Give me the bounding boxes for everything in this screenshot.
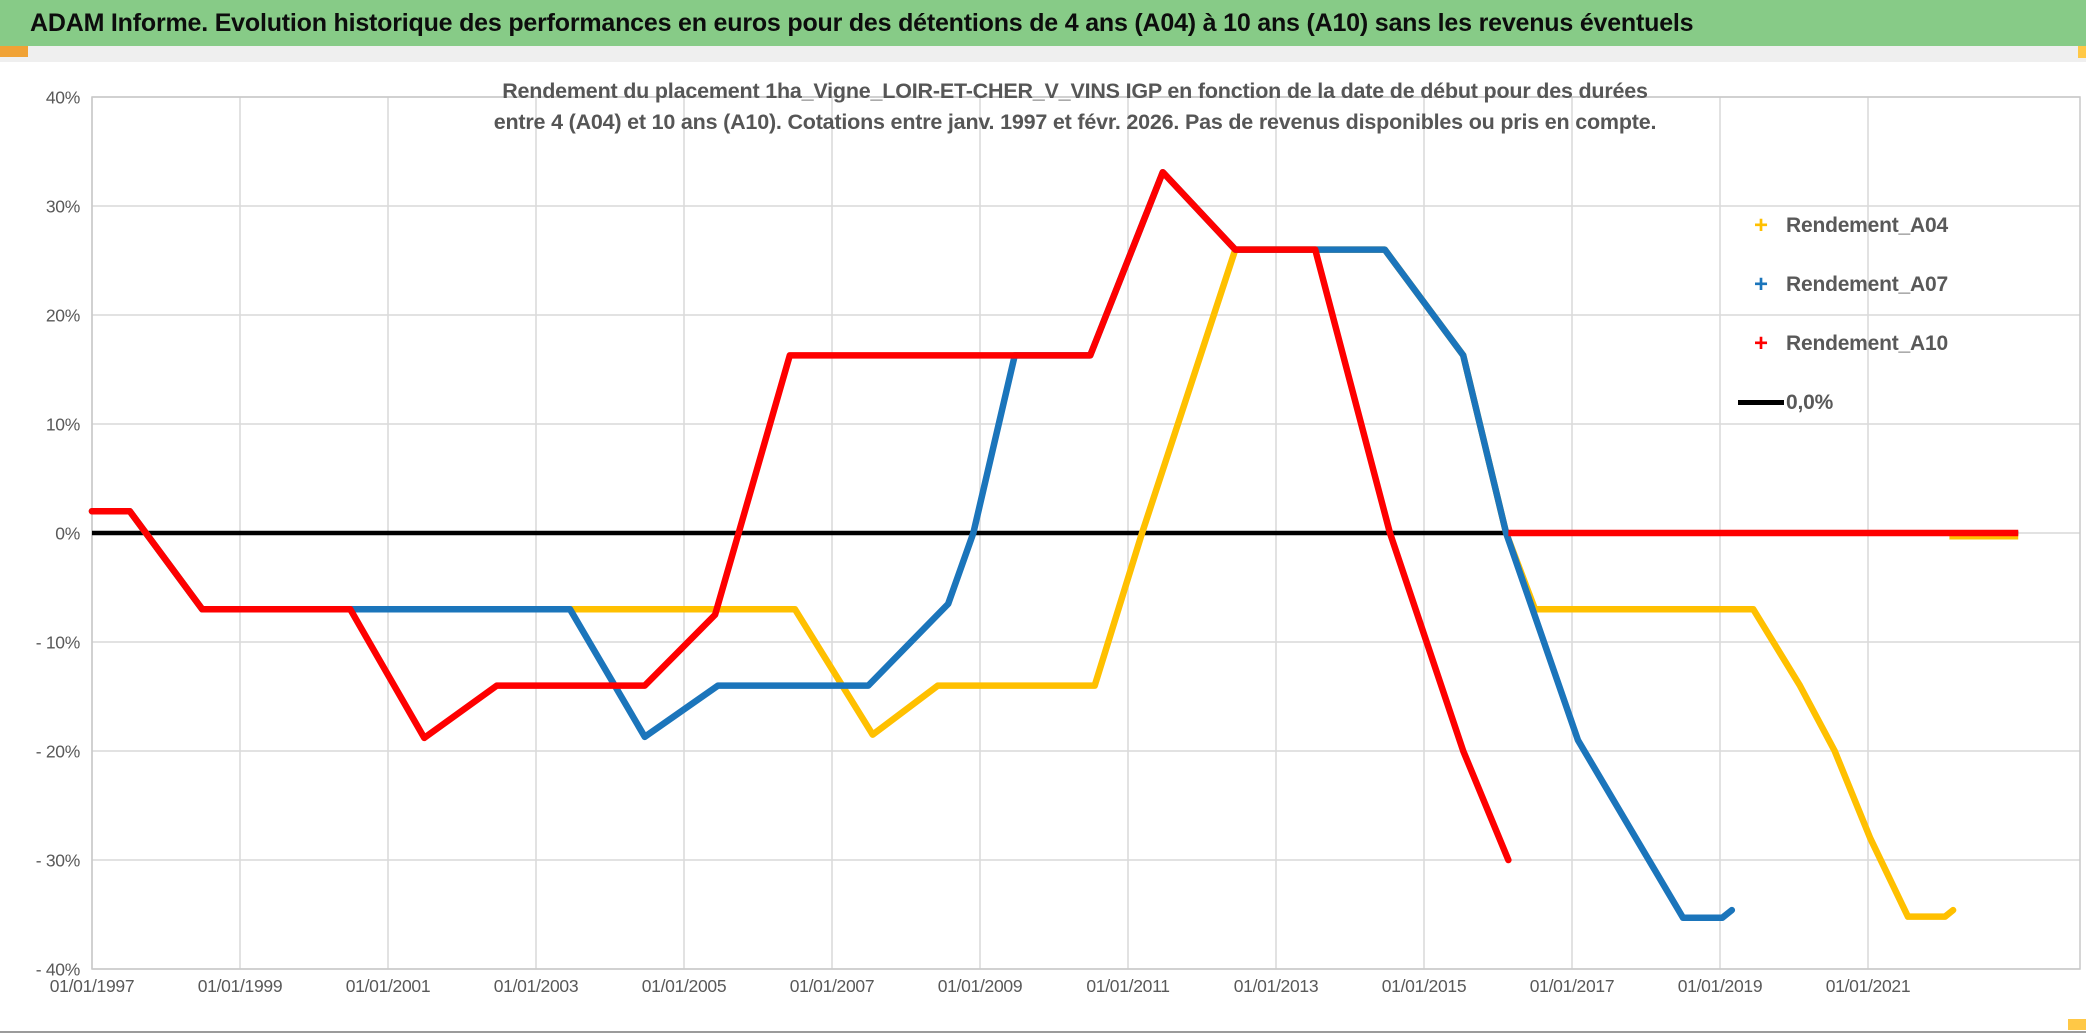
legend-item-Rendement-A07: + Rendement_A07: [1736, 255, 2066, 314]
y-axis-label--20: - 20%: [36, 742, 80, 762]
x-axis-label-01/01/2007: 01/01/2007: [790, 976, 875, 996]
y-axis-label--10: - 10%: [36, 633, 80, 653]
page-title: ADAM Informe. Evolution historique des p…: [30, 8, 1694, 37]
y-axis-label-30: 30%: [46, 197, 80, 217]
x-axis-label-01/01/2003: 01/01/2003: [494, 976, 579, 996]
legend-plus-marker-icon: +: [1736, 211, 1786, 239]
header-bar: ADAM Informe. Evolution historique des p…: [0, 0, 2086, 46]
x-axis-label-01/01/2009: 01/01/2009: [938, 976, 1023, 996]
legend-label: Rendement_A10: [1786, 331, 1948, 355]
legend-item-Rendement-A04: + Rendement_A04: [1736, 196, 2066, 255]
legend-item-0-0-: 0,0%: [1736, 373, 2066, 432]
x-axis-label-01/01/1999: 01/01/1999: [198, 976, 283, 996]
legend-plus-marker-icon: +: [1736, 329, 1786, 357]
series-line-Rendement_A10: [88, 168, 1512, 864]
legend-label: Rendement_A07: [1786, 272, 1948, 296]
x-axis-label-01/01/2011: 01/01/2011: [1086, 976, 1169, 996]
plus-marker-icon: +: [1753, 211, 1768, 239]
sheet-accent-top-right: [2078, 46, 2086, 58]
sheet-accent-top-left: [0, 46, 28, 57]
legend-plus-marker-icon: +: [1736, 270, 1786, 298]
plus-marker-icon: +: [1753, 329, 1768, 357]
legend-label: Rendement_A04: [1786, 213, 1948, 237]
y-axis-label-40: 40%: [46, 88, 80, 108]
header-divider-strip: [0, 46, 2086, 62]
chart-title: Rendement du placement 1ha_Vigne_LOIR-ET…: [250, 76, 1900, 138]
legend-label: 0,0%: [1786, 390, 1834, 414]
x-axis-label-01/01/2019: 01/01/2019: [1678, 976, 1763, 996]
y-axis-label--40: - 40%: [36, 960, 80, 980]
y-axis-label-10: 10%: [46, 415, 80, 435]
legend-zero-line-swatch: [1736, 400, 1786, 405]
chart-title-line1: Rendement du placement 1ha_Vigne_LOIR-ET…: [502, 79, 1648, 103]
y-axis-label-20: 20%: [46, 306, 80, 326]
legend-line-swatch: [1738, 400, 1784, 405]
chart-title-line2: entre 4 (A04) et 10 ans (A10). Cotations…: [493, 110, 1657, 134]
x-axis-label-01/01/2005: 01/01/2005: [642, 976, 727, 996]
legend-item-Rendement-A10: + Rendement_A10: [1736, 314, 2066, 373]
y-axis-label-0: 0%: [55, 524, 80, 544]
plus-marker-icon: +: [1753, 270, 1768, 298]
y-axis-label--30: - 30%: [36, 851, 80, 871]
x-axis-label-01/01/2013: 01/01/2013: [1234, 976, 1319, 996]
x-axis-label-01/01/2017: 01/01/2017: [1530, 976, 1615, 996]
x-axis-label-01/01/2021: 01/01/2021: [1826, 976, 1911, 996]
x-axis-label-01/01/2015: 01/01/2015: [1382, 976, 1467, 996]
series-line-Rendement_A04: [88, 246, 1957, 920]
x-axis-label-01/01/1997: 01/01/1997: [50, 976, 135, 996]
x-axis-label-01/01/2001: 01/01/2001: [346, 976, 431, 996]
chart-legend: + Rendement_A04 + Rendement_A07 + Rendement_A…: [1736, 196, 2066, 432]
sheet-accent-bottom-right: [2068, 1019, 2086, 1030]
